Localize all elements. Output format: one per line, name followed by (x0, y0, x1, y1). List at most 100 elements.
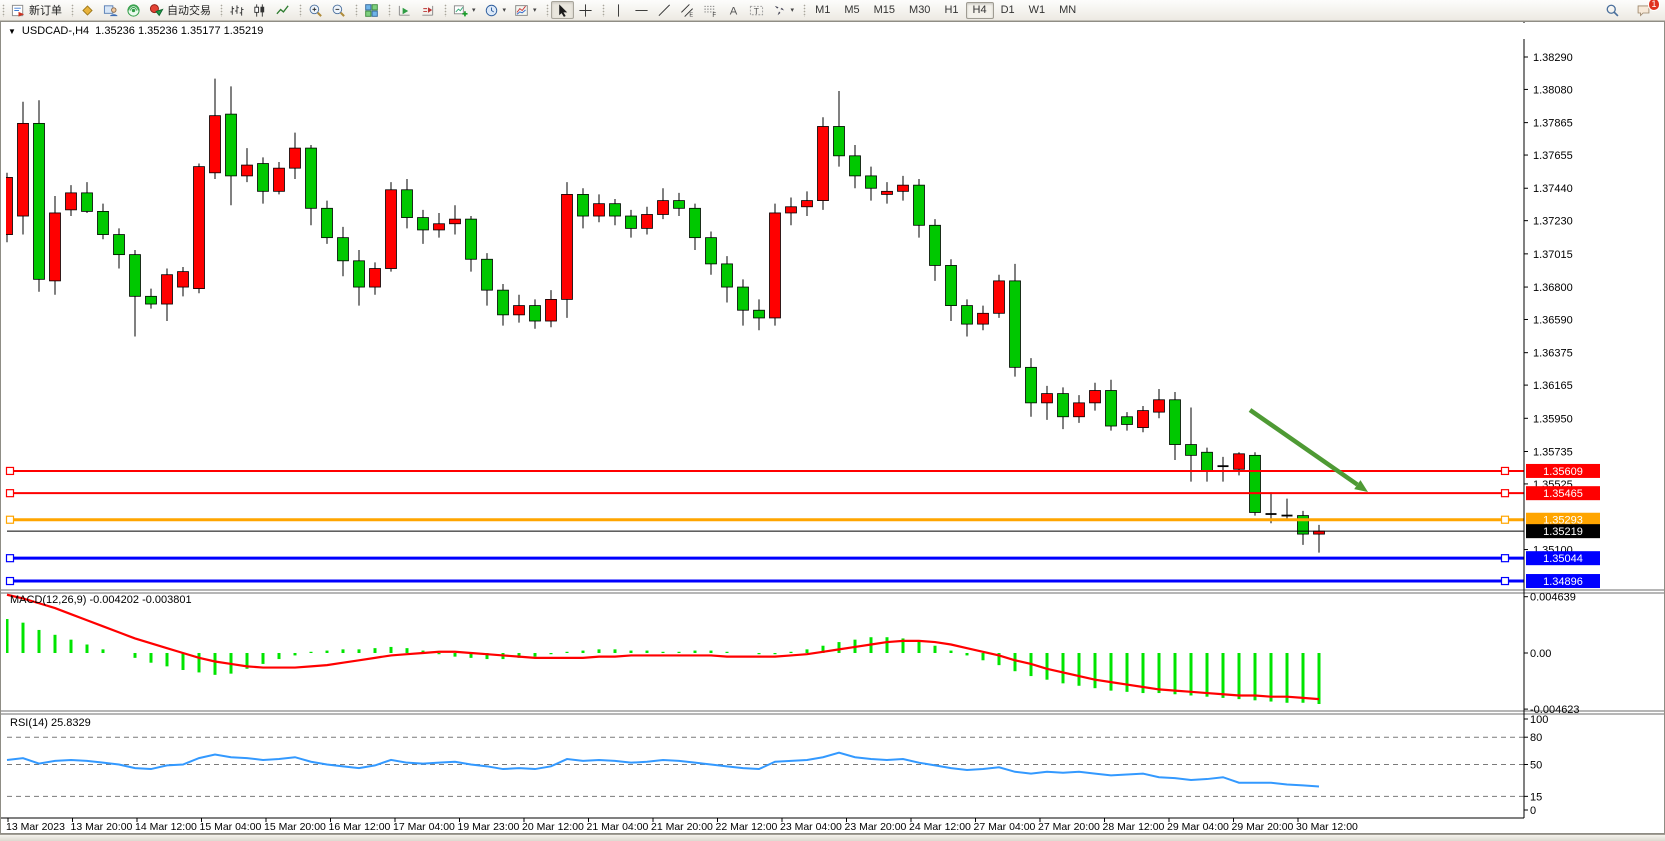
time-axis[interactable]: 13 Mar 2023 13 Mar 20:00 14 Mar 12:00 15 Ma… (6, 818, 1358, 833)
line-anchor-handle[interactable] (1500, 515, 1510, 524)
svg-text:1.37230: 1.37230 (1533, 216, 1573, 228)
line-anchor-handle[interactable] (1500, 466, 1510, 476)
toolbar-group (544, 0, 600, 21)
chevron-down-icon[interactable]: ▾ (533, 7, 537, 14)
price-axis[interactable]: 1.38290 1.38080 1.37865 1.37655 1.37440 1.372… (1524, 52, 1600, 817)
chat-button[interactable]: 1 (1632, 0, 1660, 19)
terminal-button[interactable] (122, 1, 145, 19)
chart-title-strip: ▼ USDCAD-,H4 1.35236 1.35236 1.35177 1.3… (2, 23, 1663, 39)
crosshair-button[interactable] (574, 1, 597, 19)
trend-arrow[interactable] (1248, 408, 1368, 492)
zoom-out-icon (331, 3, 346, 18)
timeframe-h4-label: H4 (972, 4, 987, 16)
chevron-down-icon[interactable]: ▾ (790, 7, 795, 14)
horizontal-line-1.35293[interactable] (5, 515, 1525, 524)
horizontal-line-button[interactable] (630, 1, 653, 19)
chart-menu-triangle-icon[interactable]: ▼ (8, 26, 16, 36)
line-anchor-handle[interactable] (1500, 576, 1510, 586)
navigator-button[interactable] (99, 1, 122, 19)
svg-text:21 Mar 20:00: 21 Mar 20:00 (651, 821, 713, 833)
timeframe-h4[interactable]: H4 (965, 1, 994, 19)
line-anchor-handle[interactable] (5, 576, 15, 586)
bar-chart-button[interactable] (225, 1, 248, 19)
text-label-button[interactable]: T (745, 1, 768, 19)
timeframe-m15[interactable]: M15 (867, 2, 902, 19)
auto-scroll-icon (397, 3, 412, 18)
arrows-button[interactable]: ▾ (768, 1, 799, 19)
line-anchor-handle[interactable] (1500, 554, 1510, 563)
toolbar-group: ▾ ▾ ▾ (442, 0, 544, 21)
svg-text:1.34896: 1.34896 (1543, 576, 1583, 588)
svg-text:27 Mar 20:00: 27 Mar 20:00 (1038, 821, 1100, 833)
svg-text:15: 15 (1530, 791, 1542, 803)
timeframe-mn[interactable]: MN (1052, 2, 1083, 19)
candlestick-button[interactable] (248, 1, 271, 19)
chart-shift-button[interactable] (416, 1, 439, 19)
horizontal-line-1.35465[interactable] (5, 489, 1525, 498)
svg-text:1.36590: 1.36590 (1533, 314, 1573, 326)
auto-scroll-button[interactable] (393, 1, 416, 19)
zoom-out-button[interactable] (327, 1, 350, 19)
new-chart-icon (453, 3, 468, 18)
rsi-panel (6, 736, 1524, 797)
channel-icon: E (680, 3, 695, 18)
svg-text:-0.004623: -0.004623 (1530, 704, 1580, 716)
svg-text:A: A (729, 5, 737, 17)
chart-window: ▼ USDCAD-,H4 1.35236 1.35236 1.35177 1.3… (0, 21, 1665, 834)
text-button[interactable]: A (722, 1, 745, 19)
fibonacci-button[interactable]: F (699, 1, 722, 19)
horizontal-line-1.34896[interactable] (5, 576, 1525, 586)
line-chart-button[interactable] (271, 1, 294, 19)
svg-text:16 Mar 12:00: 16 Mar 12:00 (329, 821, 391, 833)
svg-text:T: T (753, 5, 758, 15)
line-anchor-handle[interactable] (5, 515, 15, 524)
chevron-down-icon[interactable]: ▾ (502, 7, 507, 14)
periods-button[interactable]: ▾ (480, 1, 511, 19)
timeframe-m30[interactable]: M30 (902, 2, 937, 19)
svg-text:23 Mar 04:00: 23 Mar 04:00 (780, 821, 842, 833)
horizontal-line-1.35609[interactable] (5, 466, 1525, 476)
toolbar-group (218, 0, 297, 21)
timeframe-d1[interactable]: D1 (994, 2, 1022, 19)
arrows-icon (772, 3, 787, 18)
chart-shift-icon (420, 3, 435, 18)
horizontal-line-1.35044[interactable] (5, 554, 1525, 563)
candles-group (6, 78, 1325, 553)
new-order-button[interactable]: 新订单 (7, 1, 66, 19)
vertical-line-button[interactable] (607, 1, 630, 19)
svg-text:1.35950: 1.35950 (1533, 413, 1573, 425)
new-order-button-label: 新订单 (29, 5, 62, 17)
chevron-down-icon[interactable]: ▾ (472, 7, 476, 14)
line-anchor-handle[interactable] (5, 489, 15, 498)
timeframe-m5[interactable]: M5 (837, 2, 866, 19)
timeframe-m1[interactable]: M1 (808, 2, 837, 19)
zoom-in-button[interactable] (304, 1, 327, 19)
svg-text:14 Mar 12:00: 14 Mar 12:00 (135, 821, 197, 833)
svg-text:1.38080: 1.38080 (1533, 84, 1573, 96)
auto-trading-button[interactable]: 自动交易 (145, 1, 215, 19)
svg-text:1.36800: 1.36800 (1533, 282, 1573, 294)
search-button[interactable] (1601, 1, 1624, 19)
svg-text:1.36375: 1.36375 (1533, 348, 1573, 360)
timeframe-h1[interactable]: H1 (937, 2, 965, 19)
market-watch-button[interactable] (76, 1, 99, 19)
cursor-button[interactable] (550, 1, 574, 19)
candle-icon (252, 3, 267, 18)
svg-text:17 Mar 04:00: 17 Mar 04:00 (393, 821, 455, 833)
line-anchor-handle[interactable] (5, 554, 15, 563)
templates-button[interactable]: ▾ (510, 1, 541, 19)
equidistant-channel-button[interactable]: E (676, 1, 699, 19)
line-anchor-handle[interactable] (5, 466, 15, 476)
svg-text:F: F (712, 12, 716, 18)
new-chart-button[interactable]: ▾ (449, 1, 480, 19)
timeframe-d1-label: D1 (1000, 4, 1015, 16)
tile-windows-button[interactable] (360, 1, 383, 19)
toolbar-group (353, 0, 386, 21)
svg-text:1.37865: 1.37865 (1533, 118, 1573, 130)
trendline-button[interactable] (653, 1, 676, 19)
macd-signal-line (6, 593, 1320, 701)
timeframe-w1[interactable]: W1 (1022, 2, 1053, 19)
svg-text:28 Mar 12:00: 28 Mar 12:00 (1103, 821, 1165, 833)
line-anchor-handle[interactable] (1500, 489, 1510, 498)
